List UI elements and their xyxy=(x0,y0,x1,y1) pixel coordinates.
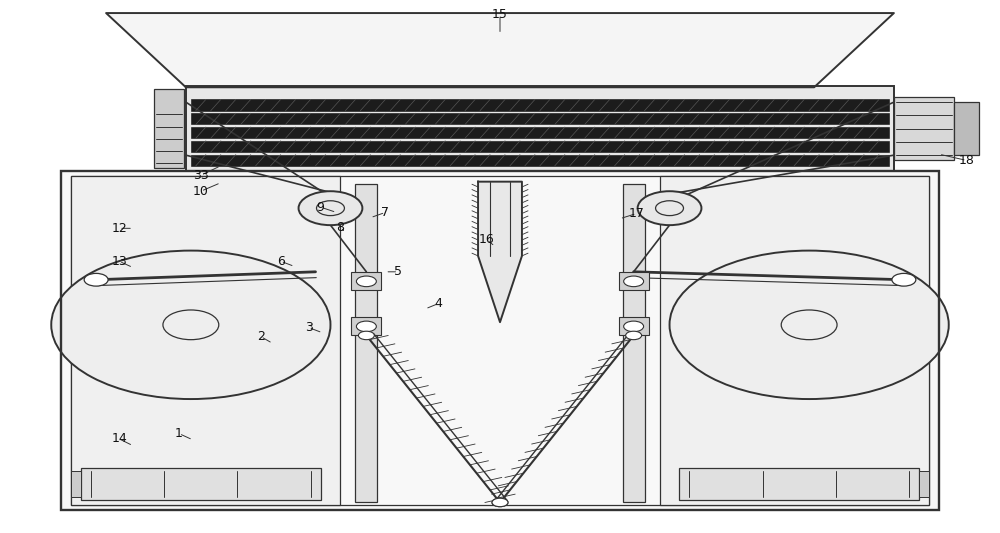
Bar xyxy=(954,102,979,155)
Text: 4: 4 xyxy=(434,297,442,310)
Text: 12: 12 xyxy=(111,222,127,235)
Bar xyxy=(623,184,645,503)
Bar xyxy=(919,471,929,497)
Circle shape xyxy=(670,251,949,399)
Bar xyxy=(81,468,320,500)
Bar xyxy=(660,176,929,505)
Text: 1: 1 xyxy=(175,427,183,440)
Circle shape xyxy=(624,276,644,287)
Text: 3: 3 xyxy=(305,321,312,334)
Circle shape xyxy=(638,191,701,225)
Bar xyxy=(191,155,889,166)
Polygon shape xyxy=(478,182,522,322)
Bar xyxy=(71,471,81,497)
Text: 16: 16 xyxy=(479,233,495,246)
Bar xyxy=(894,97,954,160)
Text: 33: 33 xyxy=(193,169,209,182)
Text: 8: 8 xyxy=(336,221,344,234)
Text: 6: 6 xyxy=(277,255,285,268)
Bar xyxy=(191,141,889,152)
Circle shape xyxy=(492,498,508,507)
Bar xyxy=(679,468,919,500)
Text: 14: 14 xyxy=(111,432,127,446)
Bar xyxy=(186,86,894,171)
Bar xyxy=(619,317,649,335)
Circle shape xyxy=(84,273,108,286)
Circle shape xyxy=(356,276,376,287)
Circle shape xyxy=(51,251,330,399)
Bar xyxy=(154,89,184,168)
Circle shape xyxy=(356,321,376,332)
Bar xyxy=(191,127,889,138)
Text: 5: 5 xyxy=(394,265,402,278)
Circle shape xyxy=(624,321,644,332)
Bar xyxy=(351,272,381,290)
Text: 9: 9 xyxy=(317,200,324,214)
Bar xyxy=(351,317,381,335)
Text: 17: 17 xyxy=(629,207,645,220)
Bar xyxy=(191,114,889,124)
Bar xyxy=(71,176,929,505)
Text: 15: 15 xyxy=(492,8,508,21)
Text: 7: 7 xyxy=(381,206,389,219)
Polygon shape xyxy=(106,13,894,87)
Circle shape xyxy=(492,498,508,507)
Circle shape xyxy=(892,273,916,286)
Bar xyxy=(61,171,939,511)
Bar xyxy=(191,100,889,111)
Circle shape xyxy=(626,331,642,340)
Text: 2: 2 xyxy=(257,330,265,343)
Bar xyxy=(619,272,649,290)
Circle shape xyxy=(299,191,362,225)
Circle shape xyxy=(358,331,374,340)
Bar xyxy=(61,171,939,511)
Text: 18: 18 xyxy=(959,154,975,167)
Bar xyxy=(355,184,377,503)
Text: 10: 10 xyxy=(193,185,209,198)
Bar xyxy=(71,176,340,505)
Text: 13: 13 xyxy=(111,255,127,268)
